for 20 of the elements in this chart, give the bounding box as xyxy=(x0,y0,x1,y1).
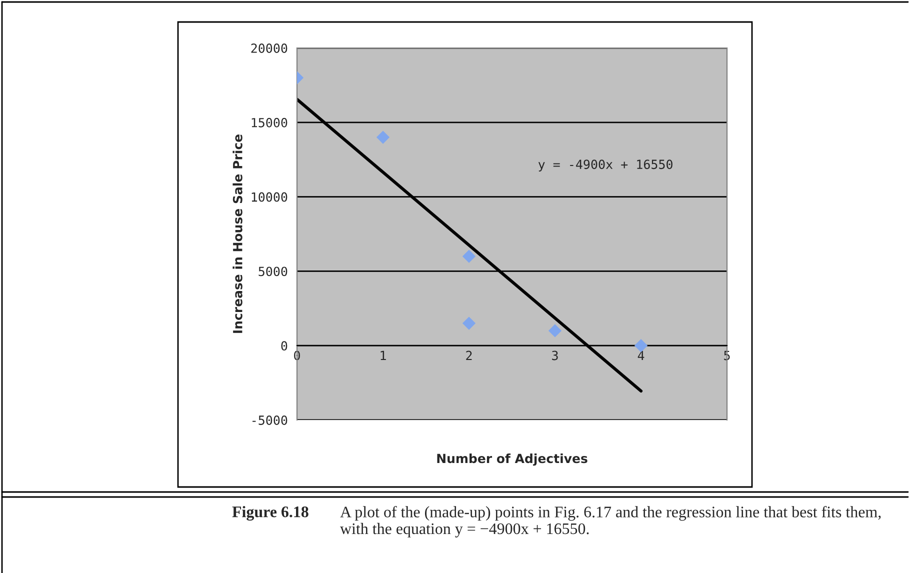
x-tick-label: 3 xyxy=(552,350,558,360)
x-tick-label: 1 xyxy=(380,350,386,360)
point xyxy=(376,130,390,144)
text: A plot of the (made-up) points in Fig. 6.17 and the regression line that best fits them, with the equation y = −4900x + 16550. xyxy=(340,506,881,538)
y-axis-title: Increase in House Sale Price xyxy=(232,134,242,333)
y-tick-label: 0 xyxy=(281,341,288,351)
x-tick-label: 2 xyxy=(466,350,472,360)
x-tick-label: 4 xyxy=(638,350,644,360)
caption: Figure 6.18 xyxy=(232,506,308,521)
annotation: y = -4900x + 16550 xyxy=(538,160,672,172)
x-axis-title: Number of Adjectives xyxy=(437,453,588,466)
y-tick-label: 10000 xyxy=(252,192,288,202)
point xyxy=(548,324,562,338)
point xyxy=(462,316,476,330)
y-tick-label: 20000 xyxy=(251,44,288,53)
y-tick-label: -5000 xyxy=(252,416,288,425)
y-tick-label: 5000 xyxy=(258,266,288,276)
point xyxy=(462,250,476,263)
y-tick-label: 15000 xyxy=(252,118,288,128)
point xyxy=(634,339,648,352)
